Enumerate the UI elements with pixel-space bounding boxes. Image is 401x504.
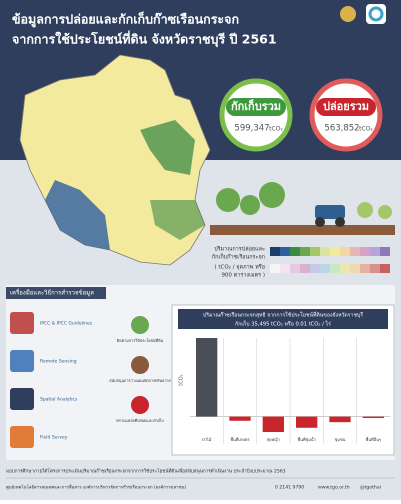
unit: tCO₂	[359, 126, 373, 133]
benefit-label: สนับสนุนการวางแผนจัดการทรัพยากร	[109, 378, 171, 384]
badge-label-bg	[316, 98, 376, 116]
legend-swatch	[360, 247, 370, 256]
tractor-wheel	[315, 217, 325, 227]
legend-swatch	[370, 247, 380, 256]
footer-org: ศูนย์เทคโนโลยีสารสนเทศและการสื่อสาร องค์…	[6, 484, 186, 491]
bar	[296, 416, 318, 428]
bar	[262, 416, 284, 432]
legend-title: ( tCO₂ / จุดภาพ หรือ	[214, 264, 265, 271]
sequestration-label: กักเก็บรวม	[231, 99, 281, 113]
bar	[329, 416, 351, 423]
tool-icon	[10, 388, 34, 410]
tractor	[315, 205, 345, 219]
footer-phone: 0 2141 9790	[275, 485, 304, 491]
sequestration-value: 599,347	[234, 124, 269, 134]
logo	[340, 6, 356, 22]
benefit-icon	[131, 396, 149, 414]
tool-label: IPCC & IPCC Guidelines	[40, 321, 93, 327]
legend-swatch	[330, 264, 340, 273]
badge-label-bg	[226, 98, 286, 116]
emission-value: 563,852	[324, 124, 359, 134]
legend-swatch	[300, 247, 310, 256]
legend-swatch	[360, 264, 370, 273]
tool-label: Field Survey	[40, 435, 68, 441]
tool-icon	[10, 350, 34, 372]
legend-swatch	[350, 247, 360, 256]
legend-title: 900 ตารางเมตร )	[221, 273, 265, 279]
legend-swatch	[380, 247, 390, 256]
benefit-label: ติดตามการใช้ประโยชน์ที่ดิน	[116, 338, 163, 343]
legend-swatch	[340, 264, 350, 273]
footer-social: @tgothai	[360, 485, 381, 491]
legend-swatch	[310, 264, 320, 273]
legend-swatch	[320, 247, 330, 256]
footer-web: www.tgo.or.th	[318, 485, 350, 491]
tool-icon	[10, 426, 34, 448]
map-zone	[140, 120, 195, 175]
chart-title: ปริมาณก๊าซเรือนกระจกสุทธิ จากการใช้ประโย…	[203, 312, 363, 319]
legend-swatch	[290, 264, 300, 273]
legend-swatch	[330, 247, 340, 256]
tools-title-bg	[6, 287, 106, 299]
legend-swatch	[280, 264, 290, 273]
title: จากการใช้ประโยชน์ที่ดิน จังหวัดราชบุรี ป…	[12, 31, 277, 48]
legend-title: ปริมาณการปล่อยและ	[214, 246, 265, 253]
legend-swatch	[290, 247, 300, 256]
bar	[229, 416, 251, 421]
legend-swatch	[340, 247, 350, 256]
tool-label: Remote Sensing	[40, 359, 77, 365]
emission-label: ปล่อยรวม	[323, 100, 369, 113]
bar	[362, 416, 384, 418]
legend-swatch	[280, 247, 290, 256]
map-zone	[45, 180, 110, 250]
x-tick-label: พื้นที่อื่นๆ	[365, 435, 381, 442]
title: ข้อมูลการปล่อยและกักเก็บก๊าซเรือนกระจก	[12, 12, 239, 28]
legend-title: กักเก็บก๊าซเรือนกระจก	[212, 253, 265, 261]
legend-swatch	[320, 264, 330, 273]
tools: IPCC & IPCC Guidelines Remote Sensing Spat…	[10, 312, 171, 448]
legend-swatch	[370, 264, 380, 273]
trees	[216, 182, 392, 219]
tools-title: เครื่องมือและวิธีการสำรวจข้อมูล	[10, 289, 94, 297]
legend-swatch	[310, 247, 320, 256]
legend-swatch	[350, 264, 360, 273]
tool-icon	[10, 312, 34, 334]
legend-swatches	[270, 247, 390, 273]
x-tick-label: ป่าไม้	[202, 437, 212, 442]
bar	[196, 338, 218, 417]
legend-swatch	[300, 264, 310, 273]
y-axis-label: tCO₂	[179, 374, 185, 385]
x-tick-label: ทุ่งหญ้า	[267, 437, 280, 443]
chart-title-bg	[178, 309, 388, 329]
tool-label: Spatial Analytics	[40, 397, 78, 403]
legend-swatch	[380, 264, 390, 273]
benefit-icon	[131, 316, 149, 334]
x-tick-label: พื้นที่ชุ่มน้ำ	[297, 435, 316, 443]
map-zone	[150, 200, 205, 240]
unit: tCO₂	[269, 126, 283, 133]
legend-swatch	[270, 264, 280, 273]
bars: ป่าไม้ พื้นที่เกษตร ทุ่งหญ้า พื้นที่ชุ่มน้ำ…	[190, 338, 390, 444]
chart-subtitle: กักเก็บ 35,495 tCO₂ หรือ 0.01 tCO₂ / ไร่	[235, 320, 331, 328]
legend-swatch	[270, 247, 280, 256]
footer-note: มอบการศึกษาภายใต้โครงการประเมินปริมาณก๊า…	[6, 468, 286, 475]
ground	[210, 225, 395, 235]
x-tick-label: ชุมชน	[335, 437, 346, 443]
benefit-icon	[131, 356, 149, 374]
tractor-wheel	[335, 217, 345, 227]
logo	[368, 6, 384, 22]
x-tick-label: พื้นที่เกษตร	[230, 435, 250, 442]
benefit-label: ทราบแหล่งที่ปล่อยและกักเก็บ	[116, 417, 164, 423]
